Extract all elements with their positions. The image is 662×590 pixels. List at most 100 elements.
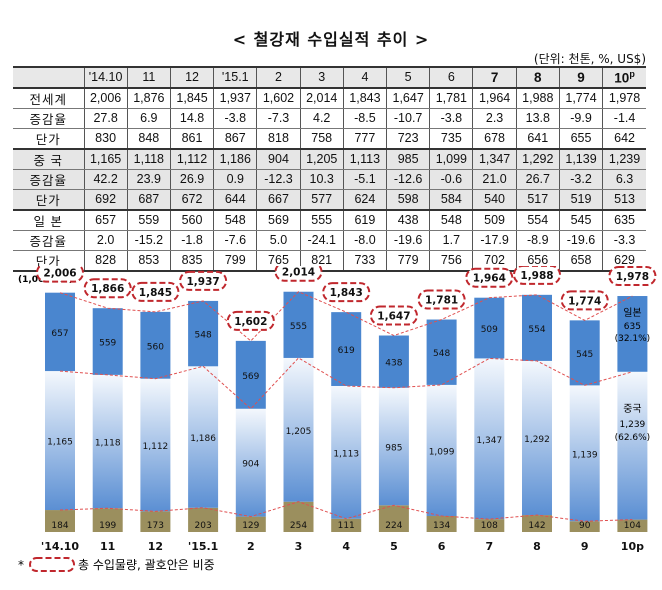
legend-text: 총 수입물량, 괄호안은 비중 <box>78 558 215 572</box>
japan-data-label: 619 <box>338 346 355 356</box>
total-data-label: 2,006 <box>43 268 76 280</box>
other-data-label: 90 <box>579 521 591 531</box>
table-cell: 0.9 <box>213 169 257 190</box>
japan-bar-segment <box>522 294 552 361</box>
china-bar-segment <box>331 385 362 519</box>
table-cell: -12.6 <box>386 169 430 190</box>
china-data-label: 1,205 <box>286 427 312 437</box>
table-cell: 1,139 <box>558 147 603 170</box>
table-cell: -19.6 <box>386 230 430 251</box>
category-tick-label: '15.1 <box>188 540 219 553</box>
other-bar-segment <box>522 515 552 532</box>
other-data-label: 142 <box>528 521 545 531</box>
japan-bar-segment <box>569 320 600 386</box>
table-cell: -10.7 <box>386 108 430 129</box>
table-cell: 2,006 <box>83 87 128 109</box>
row-label: 중 국 <box>13 147 84 170</box>
japan-data-label: 555 <box>290 322 307 332</box>
other-bar-segment <box>235 516 266 532</box>
table-cell: 584 <box>429 189 473 211</box>
china-bar-segment <box>617 371 648 520</box>
table-cell: 1,099 <box>429 147 473 170</box>
other-bar-segment <box>331 518 362 532</box>
table-cell: 4.2 <box>299 108 344 129</box>
column-label: 6 <box>447 70 455 85</box>
table-cell: -12.3 <box>256 169 301 190</box>
japan-data-label: 509 <box>481 325 498 335</box>
table-cell: 655 <box>558 128 603 150</box>
table-cell: -15.2 <box>126 230 171 251</box>
table-cell: 848 <box>126 128 171 150</box>
table-cell: 644 <box>213 189 257 211</box>
table-cell: 756 <box>429 250 473 272</box>
row-label: 증감율 <box>13 108 84 129</box>
china-bar-segment <box>522 360 552 516</box>
table-cell: -3.3 <box>602 230 646 251</box>
table-cell: 853 <box>126 250 171 272</box>
other-data-label: 111 <box>338 521 355 531</box>
china-bar-segment <box>92 374 123 509</box>
table-cell: 667 <box>256 189 301 211</box>
china-data-label: 1,292 <box>524 435 550 445</box>
other-bar-segment <box>283 501 314 532</box>
table-cell: 1,843 <box>342 87 387 109</box>
table-cell: 635 <box>602 208 646 231</box>
japan-bar-segment <box>474 297 505 359</box>
table-row: 단가 828 853 835 799 765 821 733 779 756 702 656 658 62… <box>13 250 646 272</box>
japan-data-label: 560 <box>147 342 164 352</box>
import-chart: (1,000 MT) 6571,1651842,006'14.105591,11… <box>18 266 657 572</box>
other-data-label: 108 <box>481 521 498 531</box>
other-data-label: 199 <box>99 521 116 531</box>
table-cell: -8.9 <box>515 230 560 251</box>
table-cell: 545 <box>558 208 603 231</box>
table-cell: 1,964 <box>472 87 517 109</box>
table-row: 전세계 2,006 1,876 1,845 1,937 1,602 2,014 1,843 1,… <box>13 87 646 109</box>
column-label: 7 <box>490 69 499 85</box>
japan-data-label: 548 <box>195 331 212 341</box>
table-row: 증감율 27.8 6.9 14.8 -3.8 -7.3 4.2 -8.5 -10.7 -3.8 2.… <box>13 108 646 129</box>
table-cell: 10.3 <box>299 169 344 190</box>
japan-bar-segment <box>426 319 457 385</box>
table-cell: 830 <box>83 128 128 150</box>
column-label: 8 <box>534 69 542 85</box>
table-cell: -3.2 <box>558 169 603 190</box>
category-tick-label: 2 <box>247 540 255 553</box>
table-cell: 861 <box>169 128 214 150</box>
table-cell: 26.9 <box>169 169 214 190</box>
other-data-label: 184 <box>51 521 68 531</box>
china-data-label: 1,112 <box>143 442 169 452</box>
category-tick-label: 10p <box>621 540 644 553</box>
table-cell: 2.0 <box>83 230 128 251</box>
table-column-header: 12 <box>169 66 214 89</box>
table-cell: 548 <box>429 208 473 231</box>
row-label: 단가 <box>13 189 84 211</box>
japan-bar-segment <box>140 311 171 379</box>
table-cell: 14.8 <box>169 108 214 129</box>
table-cell: 799 <box>213 250 257 272</box>
total-data-label: 1,845 <box>139 287 172 299</box>
other-bar-segment <box>188 507 219 532</box>
table-column-header: 11 <box>126 66 171 89</box>
japan-data-label: 554 <box>528 325 545 335</box>
china-data-label: 1,113 <box>333 449 359 459</box>
column-label: 12 <box>185 70 199 85</box>
total-marker <box>179 270 228 291</box>
table-cell: 23.9 <box>126 169 171 190</box>
import-table: '14.10 11 12'15.1 2 3 4 5 6 7 8 9 10p 전세계 2,006 1,876… <box>13 66 646 272</box>
china-bar-segment <box>474 358 505 520</box>
table-cell: 1,781 <box>429 87 473 109</box>
table-cell: 1,774 <box>558 87 603 109</box>
table-cell: 828 <box>83 250 128 272</box>
row-label: 단가 <box>13 128 84 150</box>
china-bar-segment <box>140 378 171 512</box>
table-cell: 1,113 <box>342 147 387 170</box>
table-cell: 513 <box>602 189 646 211</box>
table-cell: -8.5 <box>342 108 387 129</box>
table-cell: -1.8 <box>169 230 214 251</box>
column-label: '15.1 <box>221 70 249 85</box>
table-cell: 1,602 <box>256 87 301 109</box>
table-cell: 985 <box>386 147 430 170</box>
table-cell: 658 <box>558 250 603 272</box>
china-data-label: 904 <box>242 460 259 470</box>
table-cell: 641 <box>515 128 560 150</box>
